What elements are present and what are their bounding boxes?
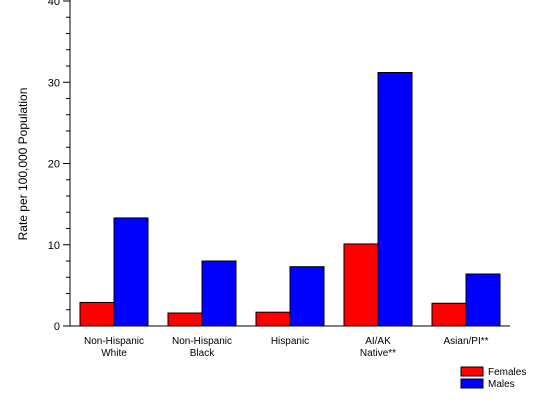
y-tick-label: 0 xyxy=(54,321,60,333)
y-tick-label: 40 xyxy=(48,0,60,8)
y-tick-label: 30 xyxy=(48,77,60,89)
bar-females-2 xyxy=(255,311,291,327)
y-axis-title: Rate per 100,000 Population xyxy=(16,88,30,241)
bars xyxy=(79,72,501,327)
bar-females-4 xyxy=(431,302,467,327)
bar-males-1 xyxy=(201,260,237,327)
x-category-label: AI/AK Native** xyxy=(360,336,396,359)
bar-males-4 xyxy=(465,273,501,327)
x-category-label: Hispanic xyxy=(271,336,309,347)
bar-males-3 xyxy=(377,72,413,327)
bar-males-2 xyxy=(289,266,325,327)
y-axis-ticks: 0 10 20 30 40 xyxy=(48,0,70,333)
bar-females-0 xyxy=(79,301,115,327)
legend-label-males: Males xyxy=(488,379,515,390)
legend-swatch-females xyxy=(460,366,484,377)
y-tick-label: 20 xyxy=(48,159,60,171)
bar-females-1 xyxy=(167,312,203,327)
x-category-label: Non-Hispanic White xyxy=(84,336,144,359)
bar-females-3 xyxy=(343,243,379,327)
y-tick-label: 10 xyxy=(48,240,60,252)
x-category-labels: Non-Hispanic White Non-Hispanic Black Hispan… xyxy=(84,336,489,359)
bar-males-0 xyxy=(113,217,149,327)
x-category-label: Non-Hispanic Black xyxy=(172,336,232,359)
x-category-label: Asian/PI** xyxy=(443,336,488,347)
legend-label-females: Females xyxy=(488,367,526,378)
legend-swatch-males xyxy=(460,378,484,389)
